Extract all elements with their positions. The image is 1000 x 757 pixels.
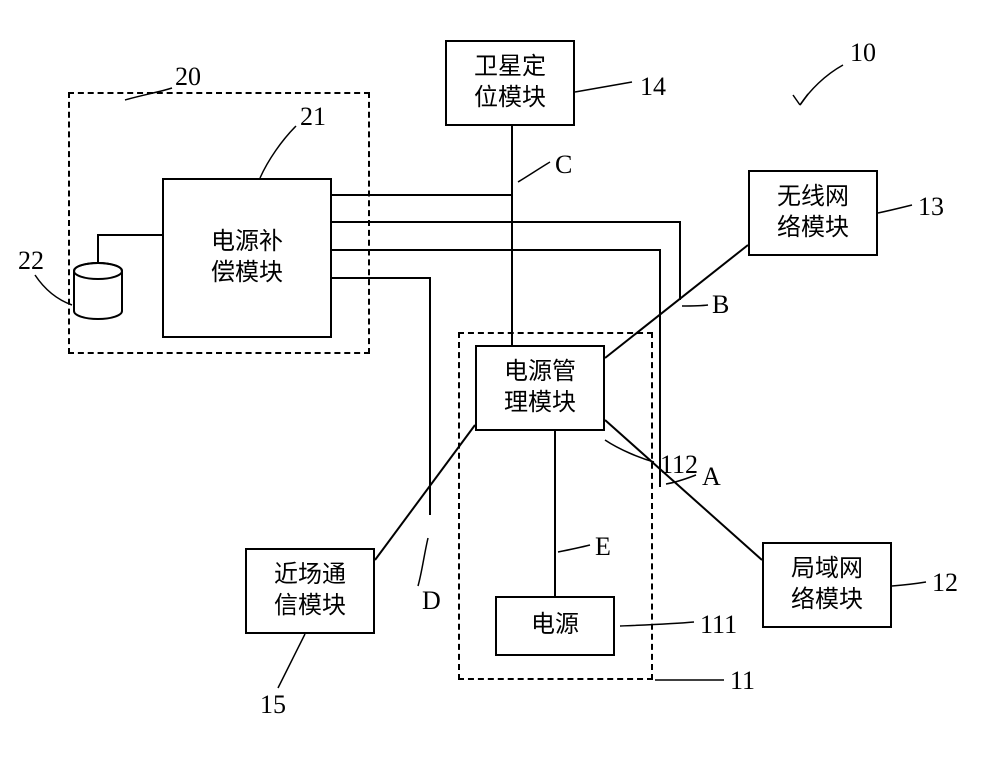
- ref-label-r111: 111: [700, 610, 737, 640]
- edge-label-D: D: [422, 586, 441, 616]
- box-label: 卫星定位模块: [474, 52, 546, 114]
- ref-label-r10: 10: [850, 38, 876, 68]
- box-wireless-network: 无线网络模块: [748, 170, 878, 256]
- box-label: 无线网络模块: [777, 182, 849, 244]
- ref-label-r22: 22: [18, 246, 44, 276]
- ref-label-r20: 20: [175, 62, 201, 92]
- box-label: 电源: [531, 610, 579, 641]
- ref-label-r21: 21: [300, 102, 326, 132]
- edge-label-C: C: [555, 150, 572, 180]
- ref-label-r14: 14: [640, 72, 666, 102]
- box-satellite-positioning: 卫星定位模块: [445, 40, 575, 126]
- box-label: 电源管理模块: [504, 357, 576, 419]
- edge-label-B: B: [712, 290, 729, 320]
- ref-label-r15: 15: [260, 690, 286, 720]
- connector-21_to_B: [332, 222, 680, 300]
- box-label: 近场通信模块: [274, 560, 346, 622]
- block-diagram: 卫星定位模块 电源补偿模块 无线网络模块 电源管理模块 局域网络模块 近场通信模…: [0, 0, 1000, 757]
- ref-label-r12: 12: [932, 568, 958, 598]
- cylinder-icon: [72, 262, 124, 320]
- box-nfc: 近场通信模块: [245, 548, 375, 634]
- edge-label-A: A: [702, 462, 721, 492]
- box-lan-network: 局域网络模块: [762, 542, 892, 628]
- ref-label-r13: 13: [918, 192, 944, 222]
- box-label: 电源补偿模块: [211, 227, 283, 289]
- box-label: 局域网络模块: [791, 554, 863, 616]
- ref-label-r11: 11: [730, 666, 755, 696]
- edge-label-E: E: [595, 532, 611, 562]
- box-power-source: 电源: [495, 596, 615, 656]
- box-power-compensation: 电源补偿模块: [162, 178, 332, 338]
- box-power-management: 电源管理模块: [475, 345, 605, 431]
- ref-label-r112: 112: [660, 450, 698, 480]
